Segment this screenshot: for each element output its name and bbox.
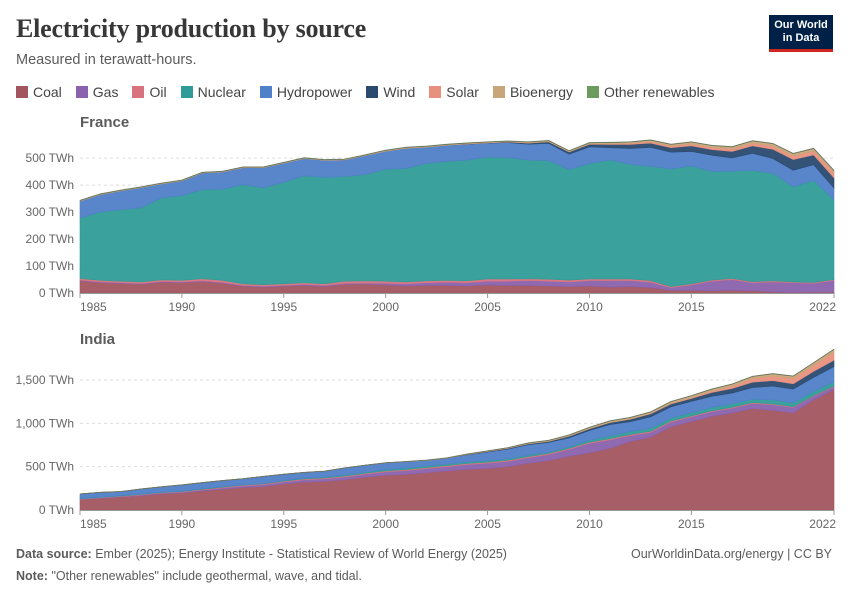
legend-label-coal: Coal: [33, 84, 62, 100]
india-x-tick-label: 1990: [169, 517, 196, 531]
france-x-tick-label: 2022: [809, 300, 836, 314]
india-x-tick-label: 2005: [474, 517, 501, 531]
france-y-tick-label: 300 TWh: [26, 205, 74, 219]
legend-swatch-gas: [75, 86, 88, 98]
legend-swatch-other-renewables: [586, 86, 599, 98]
legend-item-nuclear[interactable]: Nuclear: [180, 84, 246, 100]
legend-label-solar: Solar: [446, 84, 479, 100]
france-x-tick-label: 2000: [372, 300, 399, 314]
data-source-text: Ember (2025); Energy Institute - Statist…: [95, 547, 507, 561]
india-y-tick-label: 500 TWh: [26, 460, 74, 474]
india-x-tick-label: 2000: [372, 517, 399, 531]
legend-label-wind: Wind: [383, 84, 416, 100]
france-y-tick-label: 0 TWh: [39, 286, 74, 300]
legend-swatch-nuclear: [180, 86, 193, 98]
legend-label-oil: Oil: [149, 84, 167, 100]
facet-title-india: India: [80, 331, 116, 348]
legend-item-other-renewables[interactable]: Other renewables: [586, 84, 715, 100]
chart-note-label: Note:: [16, 569, 48, 583]
data-source: Data source: Ember (2025); Energy Instit…: [16, 547, 507, 561]
legend-item-hydropower[interactable]: Hydropower: [259, 84, 353, 100]
legend-swatch-bioenergy: [492, 86, 505, 98]
chart-note-text: "Other renewables" include geothermal, w…: [51, 569, 362, 583]
france-total-outline: [79, 139, 835, 201]
india-total-outline: [79, 348, 835, 495]
india-x-tick-label: 1985: [80, 517, 107, 531]
legend-label-nuclear: Nuclear: [197, 84, 246, 100]
legend: Coal Gas Oil Nuclear Hydropower Wind Sol…: [16, 84, 715, 100]
india-x-tick-label: 2010: [576, 517, 603, 531]
france-y-tick-label: 200 TWh: [26, 232, 74, 246]
legend-item-bioenergy[interactable]: Bioenergy: [492, 84, 573, 100]
legend-swatch-wind: [366, 86, 379, 98]
france-x-tick-label: 2010: [576, 300, 603, 314]
facet-title-france: France: [80, 114, 130, 131]
legend-item-oil[interactable]: Oil: [132, 84, 167, 100]
france-y-tick-label: 500 TWh: [26, 151, 74, 165]
france-y-tick-label: 100 TWh: [26, 259, 74, 273]
legend-label-bioenergy: Bioenergy: [509, 84, 573, 100]
legend-item-coal[interactable]: Coal: [16, 84, 62, 100]
legend-label-other-renewables: Other renewables: [603, 84, 715, 100]
source-link[interactable]: OurWorldinData.org/energy | CC BY: [630, 547, 832, 561]
chart-title: Electricity production by source: [16, 14, 367, 43]
india-x-tick-label: 2015: [678, 517, 705, 531]
france-x-tick-label: 2005: [474, 300, 501, 314]
legend-label-hydropower: Hydropower: [276, 84, 353, 100]
legend-label-gas: Gas: [92, 84, 119, 100]
chart-note: Note: "Other renewables" include geother…: [16, 569, 362, 583]
logo-line-2: in Data: [782, 31, 820, 44]
data-source-label: Data source:: [16, 547, 92, 561]
india-y-tick-label: 1,000 TWh: [16, 416, 74, 430]
india-y-tick-label: 0 TWh: [39, 503, 74, 517]
france-y-tick-label: 400 TWh: [26, 178, 74, 192]
india-y-tick-label: 1,500 TWh: [16, 373, 74, 387]
legend-item-solar[interactable]: Solar: [429, 84, 479, 100]
legend-swatch-hydropower: [259, 86, 272, 98]
owid-logo[interactable]: Our World in Data: [769, 15, 833, 52]
chart-subtitle: Measured in terawatt-hours.: [16, 52, 197, 68]
legend-item-wind[interactable]: Wind: [366, 84, 415, 100]
legend-swatch-solar: [429, 86, 442, 98]
logo-line-1: Our World: [774, 19, 828, 31]
france-x-tick-label: 1995: [270, 300, 297, 314]
france-x-tick-label: 1985: [80, 300, 107, 314]
india-x-tick-label: 2022: [809, 517, 836, 531]
india-x-tick-label: 1995: [270, 517, 297, 531]
france-x-tick-label: 2015: [678, 300, 705, 314]
france-x-tick-label: 1990: [169, 300, 196, 314]
legend-swatch-oil: [132, 86, 145, 98]
legend-swatch-coal: [16, 86, 28, 98]
legend-item-gas[interactable]: Gas: [75, 84, 119, 100]
